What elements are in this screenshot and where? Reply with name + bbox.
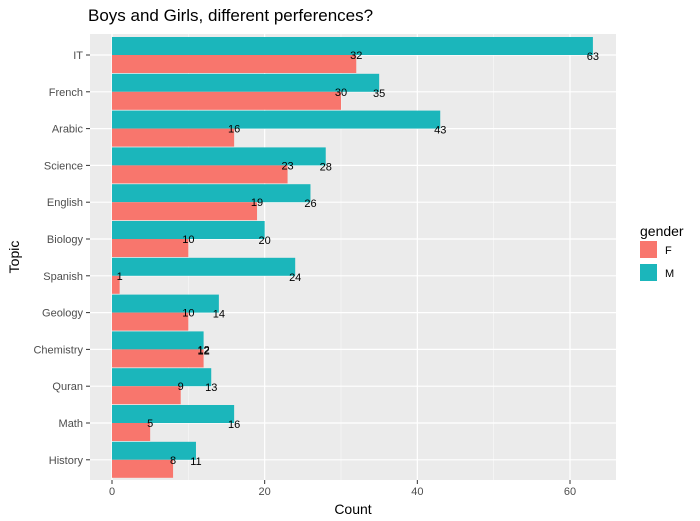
y-tick-label: Math (59, 418, 83, 430)
data-label-m: 35 (373, 88, 385, 100)
data-label-m: 14 (213, 309, 225, 321)
bar-f-quran (112, 386, 181, 405)
y-tick-label: English (47, 197, 83, 209)
bar-m-quran (112, 368, 212, 387)
bar-f-chemistry (112, 349, 204, 368)
legend: gender FM (640, 223, 684, 281)
bar-f-science (112, 165, 288, 184)
bar-m-biology (112, 221, 265, 239)
data-label-f: 9 (178, 381, 184, 393)
bar-m-it (112, 37, 593, 55)
legend-label-f: F (665, 245, 672, 257)
data-label-f: 1 (117, 271, 123, 283)
data-label-f: 30 (335, 87, 347, 99)
data-label-m: 24 (289, 272, 301, 284)
bar-f-math (112, 423, 151, 441)
bar-f-spanish (112, 275, 120, 294)
data-label-m: 13 (205, 382, 217, 394)
data-label-f: 23 (281, 160, 293, 172)
data-label-f: 19 (251, 197, 263, 209)
bar-m-english (112, 184, 311, 203)
legend-key-m (640, 264, 657, 281)
y-tick-label: Arabic (52, 124, 84, 136)
y-tick-label: Biology (47, 234, 84, 246)
x-axis-ticks: 0 20 40 60 (109, 480, 576, 498)
data-label-m: 20 (259, 235, 271, 247)
y-tick-label: Spanish (43, 271, 83, 283)
x-tick-label: 20 (259, 486, 271, 498)
y-tick-label: Geology (42, 308, 83, 320)
x-tick-label: 0 (109, 486, 115, 498)
bar-m-science (112, 147, 326, 166)
bar-f-history (112, 459, 174, 478)
bar-m-french (112, 73, 380, 92)
y-tick-label: Chemistry (33, 344, 83, 356)
y-tick-label: IT (73, 50, 83, 62)
bar-m-arabic (112, 110, 441, 129)
data-label-m: 43 (434, 125, 446, 137)
data-label-m: 11 (190, 456, 201, 468)
legend-label-m: M (665, 268, 674, 280)
data-label-f: 10 (182, 308, 194, 320)
data-label-m: 16 (228, 419, 240, 431)
data-label-f: 8 (170, 455, 176, 467)
bar-m-spanish (112, 257, 296, 276)
data-label-f: 16 (228, 124, 240, 136)
y-tick-label: French (49, 87, 83, 99)
bar-f-french (112, 91, 341, 110)
bar-m-chemistry (112, 331, 204, 350)
bar-f-arabic (112, 128, 235, 147)
legend-title: gender (640, 223, 684, 239)
y-tick-label: Science (44, 160, 83, 172)
bar-m-history (112, 441, 196, 460)
data-label-m: 63 (587, 51, 599, 63)
bars (112, 37, 593, 478)
data-label-m: 28 (320, 161, 332, 173)
data-label-f: 32 (350, 50, 362, 62)
data-label-f: 12 (197, 344, 209, 356)
data-label-m: 12 (197, 345, 209, 357)
y-tick-label: Quran (52, 381, 83, 393)
legend-key-f (640, 241, 657, 258)
data-label-f: 5 (147, 418, 153, 430)
y-axis-title: Topic (6, 241, 22, 274)
bar-f-it (112, 55, 357, 73)
x-axis-title: Count (334, 501, 371, 517)
bar-f-geology (112, 312, 189, 331)
data-label-f: 10 (182, 234, 194, 246)
x-tick-label: 40 (411, 486, 423, 498)
x-tick-label: 60 (564, 486, 576, 498)
data-label-m: 26 (304, 198, 316, 210)
y-axis-ticks: IT French Arabic Science English Biology Spani… (33, 50, 90, 467)
chart-title: Boys and Girls, different perferences? (88, 6, 373, 25)
bar-m-geology (112, 294, 219, 313)
bar-f-english (112, 202, 258, 221)
bar-m-math (112, 405, 235, 423)
bar-f-biology (112, 239, 189, 257)
y-tick-label: History (49, 455, 84, 467)
